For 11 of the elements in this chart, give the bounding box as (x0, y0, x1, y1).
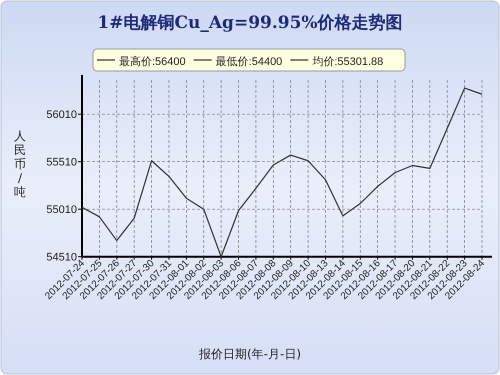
y-tick-label: 54510 (46, 252, 77, 264)
text: 最高价:56400 (119, 55, 186, 68)
y-axis-title: 人民币/吨 (14, 129, 26, 199)
text: 均价:55301.88 (311, 56, 384, 68)
y-tick-label: 56010 (46, 109, 77, 122)
chart-title: 1#电解铜Cu_Ag=99.95%价格走势图 (97, 13, 403, 33)
text: 最低价:54400 (216, 56, 282, 68)
line-series (81, 87, 483, 258)
y-tick-label: 55510 (46, 156, 77, 169)
x-axis-title: 报价日期(年-月-日) (198, 347, 302, 361)
y-tick-label: 55010 (46, 204, 77, 216)
